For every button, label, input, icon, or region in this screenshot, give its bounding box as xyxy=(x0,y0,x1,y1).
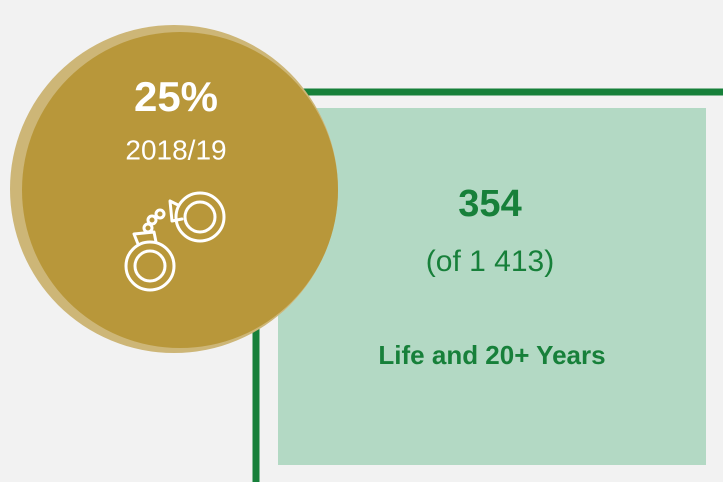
circle xyxy=(22,32,338,348)
box-fill xyxy=(278,108,706,465)
box-total: (of 1 413) xyxy=(426,245,554,278)
handcuffs-icon xyxy=(124,191,226,292)
circle-period: 2018/19 xyxy=(125,134,226,165)
circle-value: 25% xyxy=(134,73,218,120)
box-label: Life and 20+ Years xyxy=(378,340,605,370)
box-value: 354 xyxy=(458,183,521,225)
